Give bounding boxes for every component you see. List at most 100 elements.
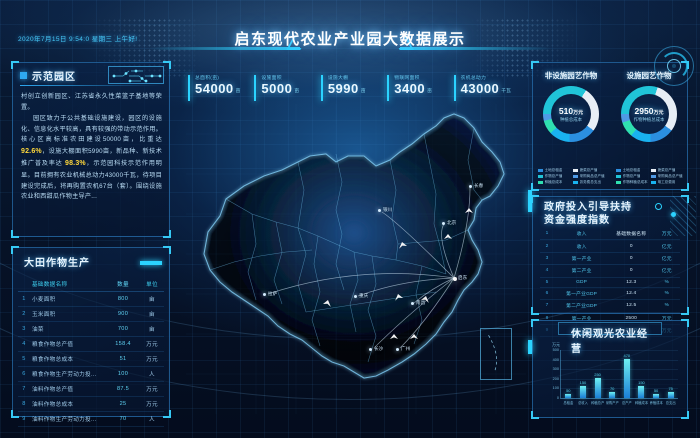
map-city-marker[interactable] xyxy=(262,292,266,296)
kpi-label: 农机总动力 xyxy=(460,76,487,81)
legend-swatch xyxy=(650,175,656,178)
bar-rect xyxy=(594,377,601,398)
table-row[interactable]: 5 粮食作物总成本 51 万元 xyxy=(18,351,164,367)
legend-item[interactable]: 蔬菜总产值 xyxy=(572,168,605,173)
map-city-marker[interactable] xyxy=(377,208,381,212)
bar-column[interactable]: 150 xyxy=(636,380,647,398)
legend-item[interactable]: 用工总费用 xyxy=(650,180,683,185)
cell-name: 玉米面积 xyxy=(30,306,106,322)
fund-table-row[interactable]: 1 收入 基础数据名称 万元 xyxy=(540,228,680,241)
legend-item[interactable]: 劳务费总支出 xyxy=(572,180,605,185)
fund-table-row[interactable]: 3 第一产业 0 亿元 xyxy=(540,252,680,266)
y-axis-tick-label: 400 xyxy=(552,357,559,362)
cell-name: 小麦面积 xyxy=(30,291,106,307)
map-flight-arcs xyxy=(267,187,471,349)
fund-title-block: 政府投入引导扶持 资金强度指数 xyxy=(544,202,632,227)
bar-column[interactable]: 75 xyxy=(665,386,676,398)
donut-left-ring: 510万元 种植总成本 xyxy=(543,86,599,142)
chart-gridline xyxy=(560,350,678,351)
th-unit: 单位 xyxy=(140,277,164,292)
legend-item[interactable]: 蔬菜总产值 xyxy=(650,168,683,173)
map-city-marker[interactable] xyxy=(410,301,414,305)
intro-p2-c: ，示范园科技示范作用明显。目前拥有农业机械总动力43000千瓦，待项目建设完成后… xyxy=(21,160,163,201)
map-city-marker[interactable] xyxy=(353,294,357,298)
map-city-label: 广州 xyxy=(401,346,411,351)
bar-chart[interactable]: 万元 0 100 200 300 400 500 50 150 250 70 470 150 50 75… xyxy=(540,342,682,412)
donut-left-unit: 万元 xyxy=(573,109,584,116)
cell-unit: 万元 xyxy=(140,381,164,397)
table-row[interactable]: 1 小麦面积 800 亩 xyxy=(18,291,164,307)
bar-column[interactable]: 470 xyxy=(621,353,632,398)
map-hub-marker[interactable] xyxy=(452,276,457,281)
fund-title-line1: 政府投入引导扶持 xyxy=(544,202,632,213)
table-row[interactable]: 8 油料作物总成本 25 万元 xyxy=(18,396,164,412)
map-city-label: 重庆 xyxy=(359,293,369,298)
cell-index: 9 xyxy=(18,411,30,427)
table-row[interactable]: 7 油料作物总产值 87.5 万元 xyxy=(18,381,164,397)
cell-unit: % xyxy=(653,299,680,313)
legend-swatch xyxy=(650,169,656,172)
kpi-row: 5000 亩 xyxy=(261,82,320,95)
table-row[interactable]: 9 油料作物生产劳动力投... 70 人 xyxy=(18,411,164,427)
legend-item[interactable]: 采购商品总产值 xyxy=(650,174,683,179)
fund-table-row[interactable]: 6 第一产业GDP 12.4% xyxy=(540,287,680,301)
bar-column[interactable]: 50 xyxy=(651,388,662,398)
fund-table[interactable]: 1 收入 基础数据名称 万元 2 收入 0 亿元 3 第一产业 0 亿元 4 第二产业 0 亿元 5 GDP 12.… xyxy=(540,228,680,338)
table-row[interactable]: 4 粮食作物总产值 158.4 万元 xyxy=(18,336,164,352)
bar-column[interactable]: 250 xyxy=(592,372,603,398)
fund-table-row[interactable]: 4 第二产业 0 亿元 xyxy=(540,264,680,278)
fund-title-line2: 资金强度指数 xyxy=(544,214,610,226)
donut-left-cell[interactable]: 510万元 种植总成本 xyxy=(532,86,610,142)
legend-swatch xyxy=(572,169,578,172)
kpi-unit: 亩 xyxy=(360,89,366,94)
table-body: 1 小麦面积 800 亩 2 玉米面积 900 亩 3 油菜 700 亩 4 粮食作物总产值 158.4 万元… xyxy=(18,291,164,427)
map-city-marker[interactable] xyxy=(368,347,372,351)
legend-item[interactable]: 作物总产值 xyxy=(615,174,648,179)
map-city-marker[interactable] xyxy=(395,347,399,351)
donut-right-center: 2950万元 作物种植总成本 xyxy=(621,86,677,142)
field-crop-table[interactable]: 基础数据名称 数量 单位 1 小麦面积 800 亩 2 玉米面积 900 亩 3 油菜 700 亩 4 粮… xyxy=(18,277,164,427)
table-row[interactable]: 2 玉米面积 900 亩 xyxy=(18,306,164,322)
corner-tr xyxy=(163,61,171,69)
legend-item[interactable]: 种植总成本 xyxy=(537,180,570,185)
x-axis-tick-label: 种植总产 xyxy=(591,401,605,405)
donut-right-title: 设施园艺作物 xyxy=(626,71,672,80)
demo-park-title: 示范园区 xyxy=(20,68,76,83)
horticulture-cost-panel: 非设施园艺作物 设施园艺作物 510万元 种植总成本 2950万元 作物种植总成… xyxy=(531,61,689,191)
table-row[interactable]: 3 油菜 700 亩 xyxy=(18,321,164,337)
map-city-marker[interactable] xyxy=(441,221,445,225)
bar-column[interactable]: 50 xyxy=(563,388,574,398)
china-map[interactable]: 长春 北京 银川 拉萨 重庆 南昌 长沙 广州 启东 xyxy=(186,104,526,414)
title-underline xyxy=(20,85,162,86)
intro-p2-a: 园区致力于公共基础设施建设，园区的设施化、信息化水平较高，具有较强的带动示范作用… xyxy=(21,114,162,144)
donut-right-cell[interactable]: 2950万元 作物种植总成本 xyxy=(610,86,688,142)
legend-label: 土地总租金 xyxy=(544,168,563,172)
legend-item[interactable]: 作物总产值 xyxy=(537,174,570,179)
legend-swatch xyxy=(650,181,656,184)
legend-label: 采购商品总产值 xyxy=(579,174,605,178)
legend-item[interactable]: 采购商品总产值 xyxy=(572,174,605,179)
bar-column[interactable]: 70 xyxy=(607,386,618,398)
map-city-marker[interactable] xyxy=(468,184,472,188)
fund-table-row[interactable]: 5 GDP 12.3% xyxy=(540,277,680,288)
map-city-label: 长沙 xyxy=(374,346,384,351)
fund-table-row[interactable]: 2 收入 0 亿元 xyxy=(540,239,680,253)
cell-index: 7 xyxy=(18,381,30,397)
corner-br xyxy=(681,183,689,191)
table-row[interactable]: 6 粮食作物生产劳动力投... 100 人 xyxy=(18,366,164,382)
demo-park-panel: 示范园区 村创立创新园区、江苏省永久性菜篮子基地等荣置。 园区致力于公共基础设施… xyxy=(11,61,171,238)
legend-item[interactable]: 土地总租金 xyxy=(615,168,648,173)
kpi-strip: 总面积(亩) 54000 亩设施面积 5000 亩设施大棚 5990 亩物联网面积 3400 亩… xyxy=(188,74,520,104)
x-axis-line xyxy=(560,398,678,399)
corner-br xyxy=(163,410,171,418)
corner-br xyxy=(163,230,171,238)
th-index xyxy=(18,277,30,292)
kpi-item: 设施大棚 5990 亩 xyxy=(320,74,387,104)
cell-index: 3 xyxy=(18,321,30,337)
legend-item[interactable]: 土地总租金 xyxy=(537,168,570,173)
cell-unit: 万元 xyxy=(140,351,164,367)
fund-table-row[interactable]: 7 第二产业GDP 12.5% xyxy=(540,299,680,313)
legend-item[interactable]: 作物种植总成本 xyxy=(615,180,648,185)
circuit-decor-icon xyxy=(108,66,164,84)
bar-column[interactable]: 150 xyxy=(577,380,588,398)
